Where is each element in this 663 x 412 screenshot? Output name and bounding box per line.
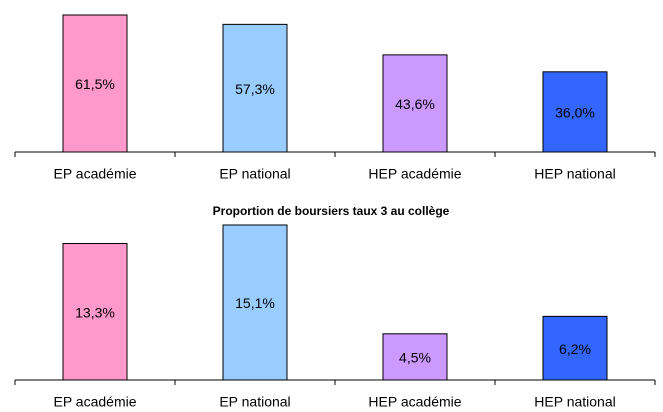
data-label: 57,3% [235,81,275,97]
x-tick-label: EP national [219,394,290,410]
chart-title: Proportion de boursiers taux 3 au collèg… [213,204,450,218]
bar [62,242,128,381]
data-label: 61,5% [75,76,115,92]
data-label: 43,6% [395,96,435,112]
bar [222,23,288,153]
x-tick-label: EP académie [53,394,136,410]
data-label: 6,2% [559,341,591,357]
x-tick-label: EP national [219,166,290,182]
bar [542,71,608,153]
bar [382,333,448,381]
bar [382,54,448,153]
x-tick-label: HEP académie [368,394,461,410]
data-label: 13,3% [75,304,115,320]
x-tick-label: HEP académie [368,166,461,182]
data-label: 15,1% [235,295,275,311]
x-tick-label: EP académie [53,166,136,182]
data-label: 4,5% [399,350,431,366]
x-tick-label: HEP national [534,394,615,410]
data-label: 36,0% [555,105,595,121]
bar [542,315,608,381]
x-tick-label: HEP national [534,166,615,182]
bar [62,14,128,153]
bar [222,224,288,381]
